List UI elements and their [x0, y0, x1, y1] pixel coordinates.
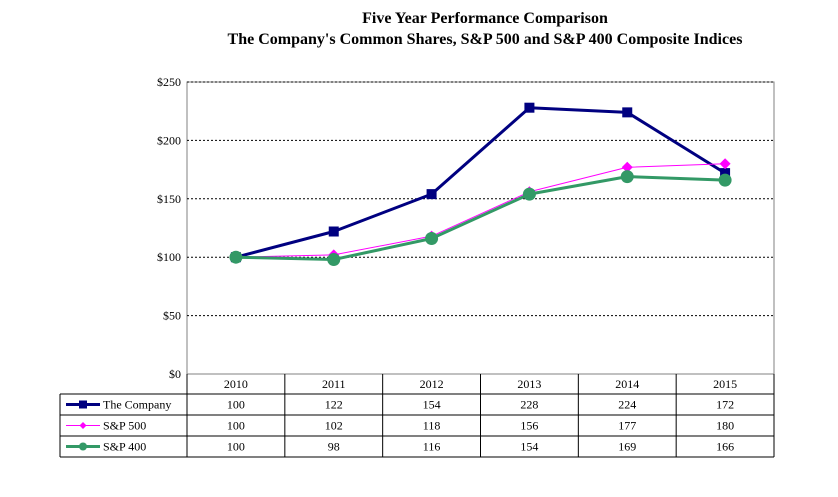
- table-cell-value: 228: [520, 398, 538, 412]
- data-point: [426, 189, 437, 200]
- data-point: [524, 102, 535, 113]
- table-cell-value: 154: [423, 398, 441, 412]
- table-row: S&P 400 100 98 116 154 169 166: [66, 440, 734, 454]
- y-tick-label: $50: [163, 309, 181, 323]
- y-axis: $0 $50 $100 $150 $200 $250: [157, 75, 181, 381]
- legend-key-marker: [79, 400, 87, 409]
- y-tick-label: $150: [157, 192, 181, 206]
- legend-label: S&P 500: [103, 419, 146, 433]
- table-cell-value: 102: [325, 419, 343, 433]
- y-tick-label: $200: [157, 133, 181, 147]
- series-lines: [229, 102, 732, 267]
- data-point: [620, 170, 634, 184]
- table-row: S&P 500 100 102 118 156 177 180: [66, 419, 734, 433]
- x-category-label: 2010: [224, 377, 248, 391]
- table-cell-value: 100: [227, 419, 245, 433]
- y-tick-label: $0: [169, 367, 181, 381]
- series-line: [235, 163, 726, 258]
- x-category-label: 2013: [517, 377, 541, 391]
- legend-label: S&P 400: [103, 440, 146, 454]
- table-cell-value: 172: [716, 398, 734, 412]
- data-point: [718, 173, 732, 187]
- table-cell-value: 169: [618, 440, 636, 454]
- table-cell-value: 154: [520, 440, 538, 454]
- data-point: [522, 187, 536, 201]
- table-cell-value: 100: [227, 398, 245, 412]
- data-point: [229, 250, 243, 264]
- series-line: [235, 175, 726, 262]
- data-point: [328, 226, 339, 237]
- data-point: [621, 161, 633, 173]
- table-cell-value: 224: [618, 398, 636, 412]
- chart-title: Five Year Performance Comparison: [362, 10, 608, 27]
- data-point: [425, 232, 439, 246]
- x-category-label: 2014: [615, 377, 639, 391]
- data-table: 2010 2011 2012 2013 2014 2015 The Company 100 12…: [59, 374, 775, 458]
- legend-key-marker: [79, 422, 87, 429]
- table-cell-value: 100: [227, 440, 245, 454]
- series-line: [235, 106, 726, 259]
- data-point: [719, 158, 731, 170]
- table-cell-value: 156: [520, 419, 538, 433]
- table-cell-value: 116: [423, 440, 441, 454]
- table-cell-value: 122: [325, 398, 343, 412]
- y-tick-label: $100: [157, 250, 181, 264]
- x-category-label: 2012: [420, 377, 444, 391]
- chart-subtitle: The Company's Common Shares, S&P 500 and…: [227, 31, 743, 48]
- data-point: [720, 168, 731, 179]
- data-point: [622, 107, 633, 118]
- table-cell-value: 177: [618, 419, 636, 433]
- x-category-label: 2011: [322, 377, 346, 391]
- legend-label: The Company: [103, 398, 171, 412]
- y-tick-label: $250: [157, 75, 181, 89]
- series-circle: [229, 170, 732, 267]
- chart-title-block: Five Year Performance Comparison The Com…: [0, 8, 838, 50]
- table-row: The Company 100 122 154 228 224 172: [66, 398, 734, 412]
- data-point: [327, 253, 341, 267]
- table-cell-value: 118: [423, 419, 441, 433]
- table-cell-value: 98: [328, 440, 340, 454]
- plot-area: [186, 81, 775, 375]
- table-cell-value: 166: [716, 440, 734, 454]
- x-category-label: 2015: [713, 377, 737, 391]
- table-cell-value: 180: [716, 419, 734, 433]
- legend-key-marker: [79, 442, 87, 451]
